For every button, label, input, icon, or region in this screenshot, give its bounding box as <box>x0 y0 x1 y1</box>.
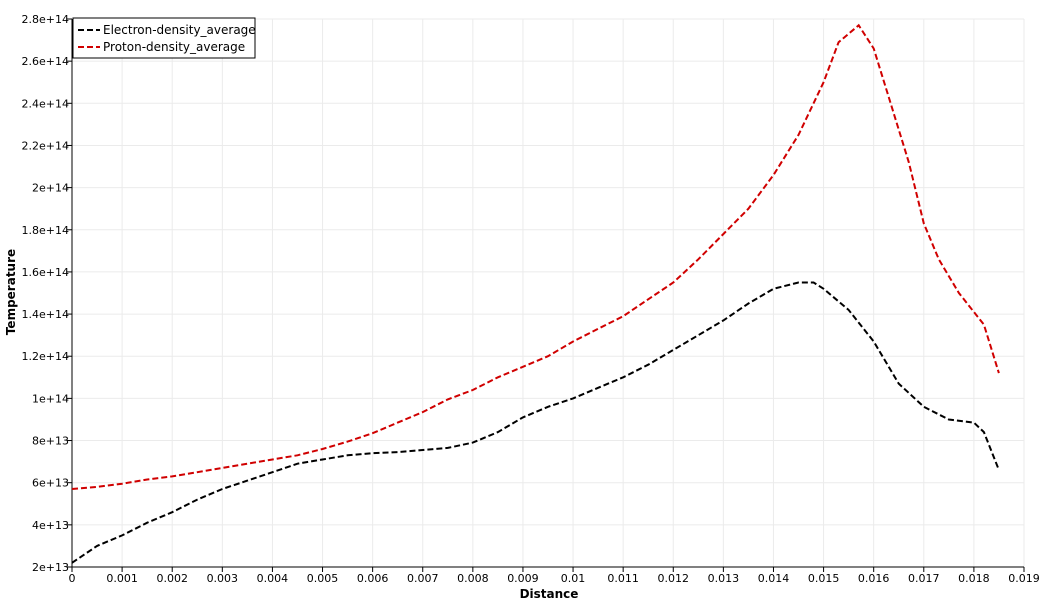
y-tick-label: 6e+13 <box>32 477 69 490</box>
x-tick-label: 0.004 <box>257 572 289 585</box>
y-tick-label: 1e+14 <box>32 392 69 405</box>
y-tick-label: 1.6e+14 <box>22 266 69 279</box>
legend-label-electron: Electron-density_average <box>103 23 256 37</box>
x-tick-label: 0.01 <box>561 572 586 585</box>
y-tick-label: 1.4e+14 <box>22 308 69 321</box>
legend: Electron-density_average Proton-density_… <box>72 17 256 59</box>
y-tick-label: 1.8e+14 <box>22 224 69 237</box>
x-tick-label: 0.001 <box>106 572 138 585</box>
x-tick-label: 0.016 <box>858 572 890 585</box>
axes: 0 0.001 0.002 0.003 0.004 0.005 0.006 0.007 0.00… <box>22 13 1040 585</box>
x-tick-label: 0.019 <box>1008 572 1040 585</box>
x-tick-label: 0.018 <box>958 572 990 585</box>
x-tick-label: 0.008 <box>457 572 489 585</box>
y-tick-label: 2.2e+14 <box>22 139 69 152</box>
series-layer <box>71 23 1000 564</box>
x-tick-label: 0.015 <box>808 572 840 585</box>
x-tick-label: 0.011 <box>607 572 639 585</box>
x-tick-label: 0.003 <box>207 572 239 585</box>
y-tick-label: 8e+13 <box>32 435 69 448</box>
y-axis-title: Temperature <box>4 249 18 335</box>
y-tick-label: 2.6e+14 <box>22 55 69 68</box>
y-tick-label: 2e+13 <box>32 561 69 574</box>
x-tick-label: 0.012 <box>658 572 690 585</box>
x-tick-label: 0.002 <box>156 572 188 585</box>
x-tick-label: 0.014 <box>758 572 790 585</box>
x-tick-label: 0.013 <box>708 572 740 585</box>
series-line-electron <box>71 281 1000 564</box>
series-line-proton <box>71 23 1000 490</box>
y-tick-label: 4e+13 <box>32 519 69 532</box>
x-tick-label: 0.006 <box>357 572 389 585</box>
y-tick-label: 2e+14 <box>32 182 69 195</box>
y-tick-label: 2.4e+14 <box>22 97 69 110</box>
grid <box>71 18 1025 568</box>
y-tick-label: 1.2e+14 <box>22 350 69 363</box>
y-tick-label: 2.8e+14 <box>22 13 69 26</box>
x-tick-label: 0.017 <box>908 572 940 585</box>
legend-label-proton: Proton-density_average <box>103 40 245 54</box>
legend-box <box>72 17 256 59</box>
x-tick-label: 0 <box>69 572 76 585</box>
x-tick-label: 0.005 <box>307 572 339 585</box>
x-axis-title: Distance <box>520 587 579 601</box>
x-tick-label: 0.007 <box>407 572 439 585</box>
x-tick-label: 0.009 <box>507 572 539 585</box>
